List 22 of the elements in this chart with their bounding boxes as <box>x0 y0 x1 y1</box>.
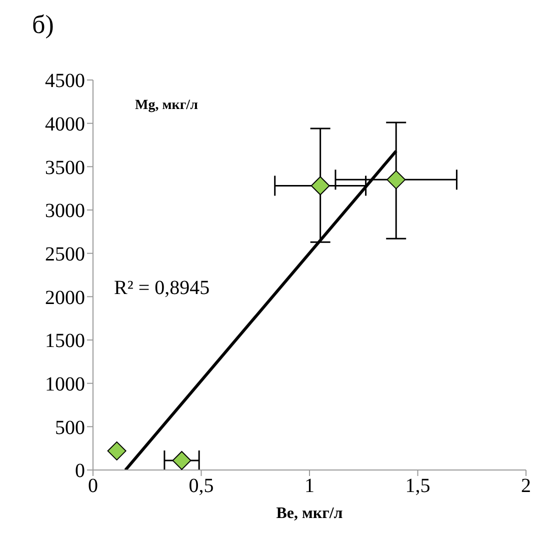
y-axis-title: Mg, мкг/л <box>135 98 198 114</box>
point <box>386 170 406 190</box>
y-tick-label: 1500 <box>45 330 85 352</box>
y-tick-label: 3500 <box>45 156 85 179</box>
annotation: R² = 0,8945 <box>114 277 210 300</box>
y-tick-label: 1000 <box>45 373 85 396</box>
chart-title: б) <box>32 10 54 40</box>
y-tick-label: 500 <box>55 416 85 439</box>
x-tick-label: 1 <box>304 475 314 498</box>
point <box>172 450 192 470</box>
x-axis-title: Be, мкг/л <box>276 505 343 522</box>
y-tick-label: 3000 <box>45 200 85 222</box>
x-tick-label: 2 <box>521 475 531 498</box>
x-tick-label: 0,5 <box>188 475 214 498</box>
y-tick-label: 2000 <box>45 286 85 309</box>
point <box>310 176 330 196</box>
y-tick-label: 0 <box>75 460 85 482</box>
y-tick-label: 2500 <box>45 243 85 266</box>
point <box>107 441 126 460</box>
y-tick-label: 4500 <box>45 70 85 92</box>
y-tick-label: 4000 <box>45 113 85 136</box>
x-tick-label: 1,5 <box>405 475 430 498</box>
